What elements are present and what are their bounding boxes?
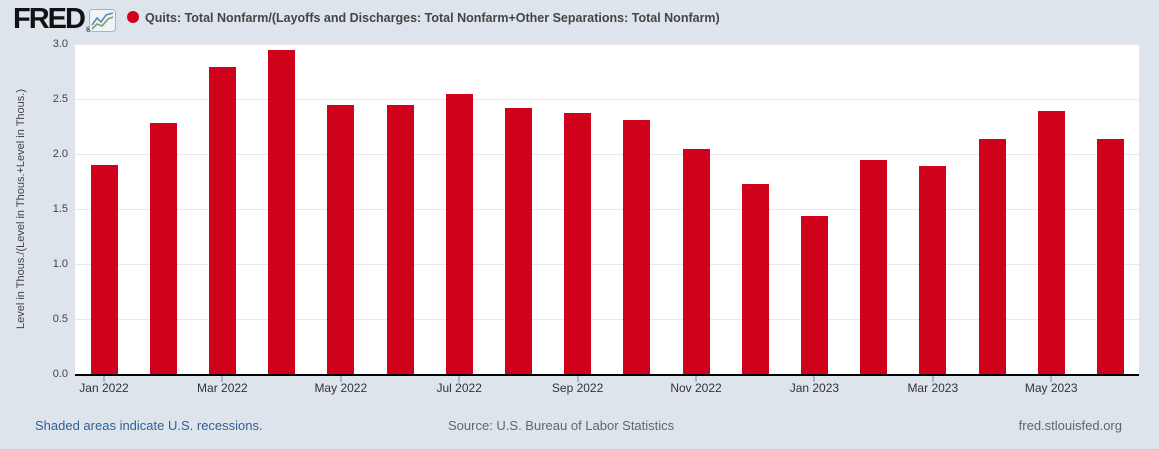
x-tick-mark <box>931 376 934 382</box>
bar[interactable] <box>90 165 118 374</box>
fred-logo-text: FRED <box>13 3 86 35</box>
x-tick-mark <box>221 376 224 382</box>
bar[interactable] <box>445 93 473 374</box>
bar[interactable] <box>149 123 177 374</box>
y-tick-label: 1.5 <box>52 203 68 215</box>
x-tick-label: Jan 2022 <box>79 381 129 395</box>
x-tick-mark <box>458 376 461 382</box>
y-tick-label: 2.5 <box>52 93 68 105</box>
gridline <box>75 208 1139 210</box>
source-text: Source: U.S. Bureau of Labor Statistics <box>448 418 675 433</box>
bar[interactable] <box>682 148 710 374</box>
bar[interactable] <box>978 138 1006 374</box>
y-tick-label: 1.0 <box>52 258 68 270</box>
bar[interactable] <box>386 104 414 374</box>
x-axis-line <box>75 374 1139 376</box>
y-tick-label: 3.0 <box>52 38 68 50</box>
x-tick-label: May 2022 <box>314 381 368 395</box>
series-title: Quits: Total Nonfarm/(Layoffs and Discha… <box>145 11 720 25</box>
x-tick-mark <box>695 376 697 382</box>
registered-trademark: ® <box>85 27 92 34</box>
line-chart-icon <box>89 9 116 32</box>
fred-url-link[interactable]: fred.stlouisfed.org <box>1018 418 1122 433</box>
x-tick-label: Jan 2023 <box>789 381 840 395</box>
series-legend-dot <box>127 11 139 23</box>
y-tick-label: 2.0 <box>52 148 68 160</box>
fred-logo[interactable]: FRED ® <box>13 3 92 41</box>
gridline <box>75 318 1139 320</box>
bar[interactable] <box>1037 111 1065 374</box>
plot-area <box>75 43 1139 374</box>
bar[interactable] <box>623 119 651 374</box>
x-tick-label: Jul 2022 <box>436 381 482 395</box>
gridline <box>75 153 1139 155</box>
x-tick-label: Mar 2023 <box>907 381 959 395</box>
bar[interactable] <box>564 113 592 374</box>
bar[interactable] <box>1096 138 1124 374</box>
bar[interactable] <box>327 104 355 374</box>
x-tick-label: Nov 2022 <box>670 381 722 395</box>
x-tick-mark <box>576 376 579 382</box>
x-tick-label: May 2023 <box>1024 381 1078 395</box>
x-tick-mark <box>103 376 105 382</box>
gridline <box>75 98 1139 100</box>
x-tick-mark <box>813 376 816 382</box>
x-tick-label: Mar 2022 <box>197 381 248 395</box>
y-tick-label: 0.0 <box>52 368 68 380</box>
bar[interactable] <box>268 49 296 374</box>
x-tick-mark <box>1050 376 1053 382</box>
bar[interactable] <box>504 107 532 374</box>
gridline <box>75 263 1139 265</box>
bar[interactable] <box>208 67 236 374</box>
y-tick-label: 0.5 <box>52 313 68 325</box>
recessions-note-link[interactable]: Shaded areas indicate U.S. recessions. <box>35 418 263 433</box>
gridline <box>75 43 1139 45</box>
bar[interactable] <box>919 166 947 374</box>
bar[interactable] <box>800 215 828 374</box>
y-axis-title: Level in Thous./(Level in Thous.+Level i… <box>15 88 27 330</box>
bar[interactable] <box>741 183 769 374</box>
bar[interactable] <box>860 159 888 374</box>
x-tick-label: Sep 2022 <box>551 381 604 395</box>
x-tick-mark <box>339 376 342 382</box>
